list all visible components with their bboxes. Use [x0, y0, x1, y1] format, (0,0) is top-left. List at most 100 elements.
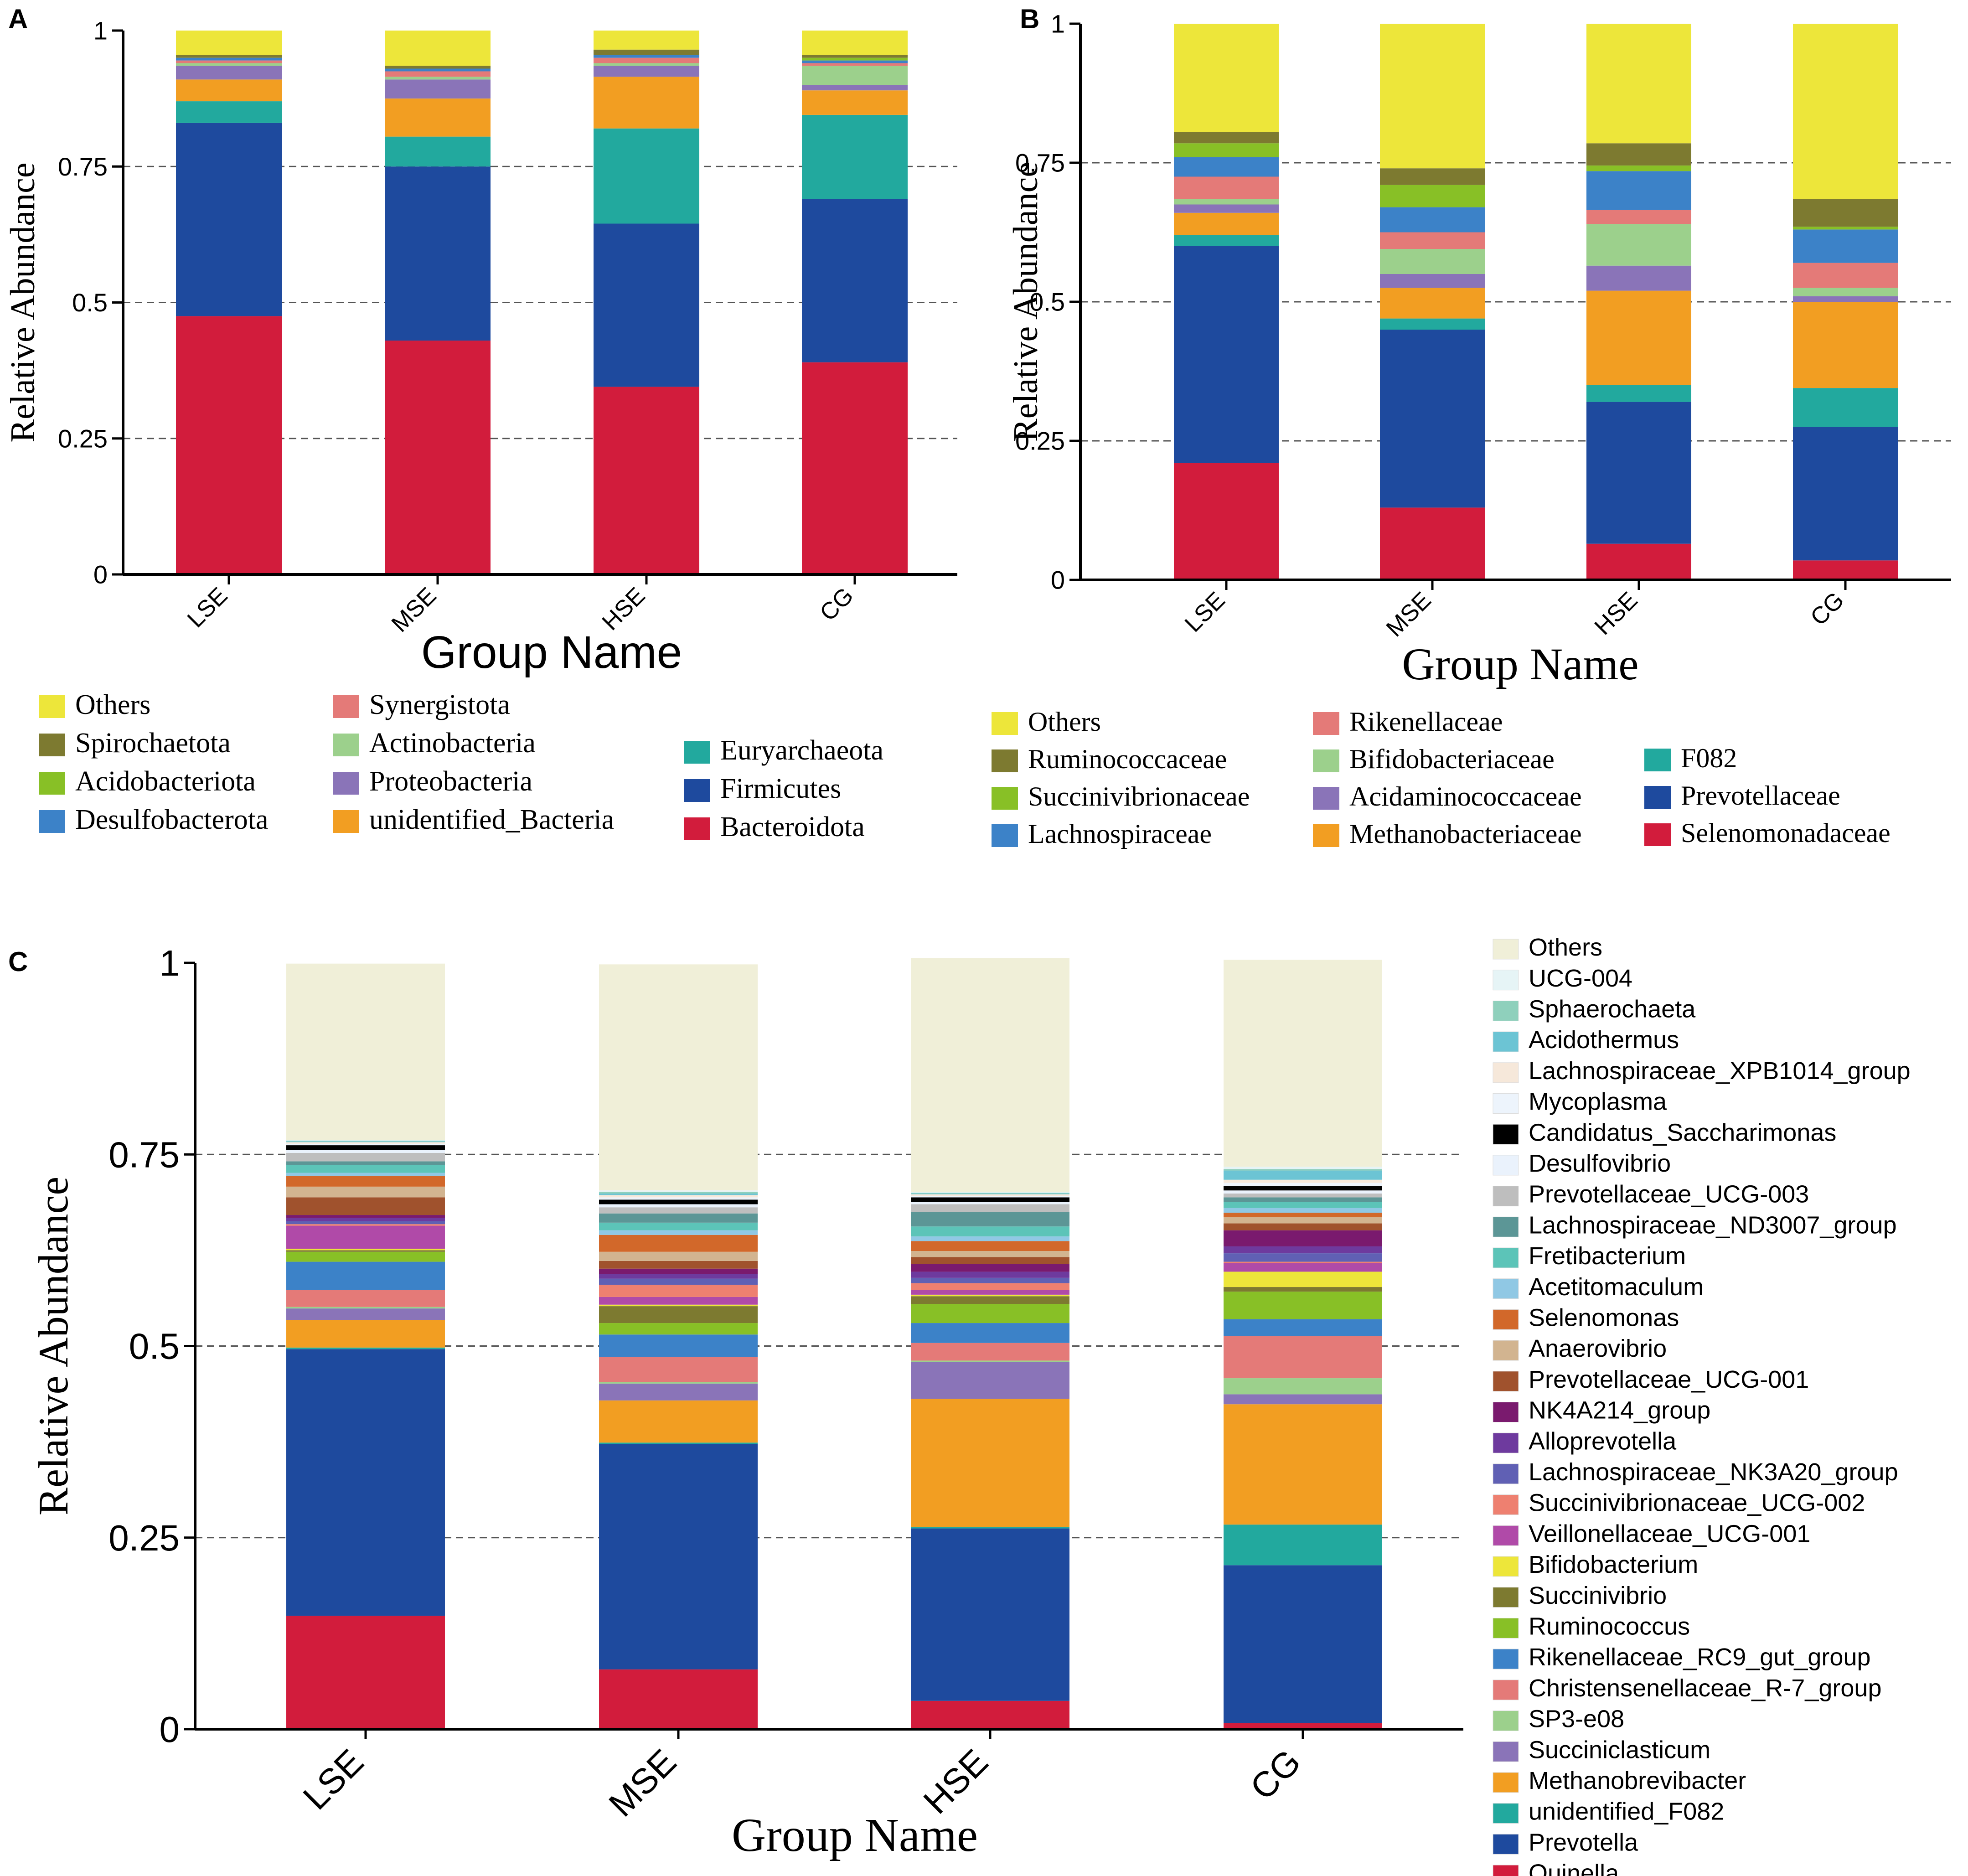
legend-swatch [333, 810, 359, 833]
bar-segment [1380, 232, 1485, 249]
bar-segment [286, 1347, 445, 1349]
bar-segment [911, 1700, 1069, 1729]
legend-swatch [1493, 1093, 1519, 1114]
bar-segment [594, 49, 699, 55]
bar-segment [176, 66, 282, 80]
bar-segment [286, 1616, 445, 1729]
bar-segment [1174, 176, 1279, 199]
y-axis-title: Relative Abundance [4, 162, 42, 442]
bar-segment [599, 1400, 758, 1443]
bar-segment [1224, 1271, 1382, 1287]
bar-segment [1586, 265, 1691, 291]
legend-swatch [1493, 970, 1519, 991]
bar-segment [1224, 1217, 1382, 1224]
bar-segment [594, 31, 699, 50]
bar-segment [1793, 229, 1898, 263]
bar-segment [911, 1196, 1069, 1198]
legend-label: Candidatus_Saccharimonas [1529, 1119, 1836, 1146]
bar-segment [286, 1308, 445, 1320]
bar-segment [1224, 1183, 1382, 1186]
bar-segment [911, 1251, 1069, 1257]
bar-segment [286, 1224, 445, 1226]
legend-swatch [1493, 1124, 1519, 1145]
bar-segment [286, 1225, 445, 1249]
legend-swatch [1493, 1247, 1519, 1268]
y-tick-label: 0.75 [108, 1134, 180, 1175]
bar-segment [1224, 1186, 1382, 1191]
bar-segment [599, 1357, 758, 1382]
legend-swatch [1493, 1340, 1519, 1361]
y-tick-label: 0.25 [58, 424, 108, 453]
bar-segment [1224, 1213, 1382, 1218]
bar-segment [1224, 1197, 1382, 1202]
bar-segment [1174, 463, 1279, 580]
legend-label: Succinivibrionaceae [1028, 781, 1250, 811]
bar-segment [1224, 1723, 1382, 1729]
y-tick-label: 0.5 [1029, 288, 1065, 316]
bar-segment [1174, 157, 1279, 177]
bar-segment [1224, 1170, 1382, 1180]
bar-segment [911, 1197, 1069, 1202]
legend-label: Rikenellaceae [1349, 707, 1503, 737]
legend-label: Succiniclasticum [1529, 1736, 1710, 1763]
legend-swatch [992, 712, 1018, 735]
bar-segment [1380, 207, 1485, 233]
bar-segment [1224, 1378, 1382, 1395]
bar-segment [1224, 1261, 1382, 1263]
bar-segment [1380, 274, 1485, 288]
bar-segment [911, 1194, 1069, 1196]
bar-segment [911, 1236, 1069, 1241]
bar-segment [1380, 288, 1485, 319]
legend-swatch [39, 810, 65, 833]
legend-swatch [1493, 1525, 1519, 1546]
bar-segment [1224, 1525, 1382, 1566]
bar-segment [1793, 302, 1898, 388]
legend-swatch [1493, 1186, 1519, 1207]
legend-label: Bifidobacteriaceae [1349, 744, 1555, 774]
bar-segment [1174, 132, 1279, 144]
y-tick-label: 0.5 [72, 288, 108, 317]
legend-label: Bacteroidota [720, 811, 865, 842]
bar-segment [286, 1140, 445, 1141]
bar-segment [1586, 24, 1691, 144]
bar-segment [599, 1199, 758, 1204]
bar-segment [1586, 143, 1691, 166]
bar-segment [599, 1442, 758, 1444]
y-tick-label: 0 [1051, 566, 1065, 594]
bar-segment [911, 1193, 1069, 1194]
bar-segment [911, 1264, 1069, 1272]
x-tick-label: MSE [1381, 587, 1436, 642]
bar-segment [1174, 199, 1279, 205]
legend-label: Others [1529, 934, 1602, 961]
legend-label: Spirochaetota [75, 728, 231, 759]
x-tick-label: CG [815, 582, 858, 626]
bar-segment [1174, 24, 1279, 132]
bar-segment [911, 1241, 1069, 1251]
bar-segment [599, 1274, 758, 1279]
bar-segment [911, 1257, 1069, 1264]
bar-segment [176, 123, 282, 316]
bar-segment [599, 1323, 758, 1335]
bar-segment [802, 57, 908, 61]
bar-segment [1224, 1263, 1382, 1272]
bar-segment [1793, 296, 1898, 302]
bar-segment [911, 1204, 1069, 1212]
bar-segment [1224, 1246, 1382, 1254]
legend-label: Ruminococcaceae [1028, 744, 1227, 774]
bar-segment [599, 1195, 758, 1198]
bar-segment [599, 1382, 758, 1384]
bar-segment [385, 31, 491, 66]
bar-segment [802, 66, 908, 85]
bar-segment [1224, 1319, 1382, 1336]
legend-swatch [1493, 1402, 1519, 1422]
bar-segment [1224, 1193, 1382, 1198]
legend-swatch [1493, 1031, 1519, 1052]
legend-swatch [1493, 1741, 1519, 1762]
y-tick-label: 0.25 [1015, 427, 1065, 455]
legend-swatch [1493, 1556, 1519, 1577]
bar-segment [911, 1528, 1069, 1701]
bar-segment [1586, 402, 1691, 544]
bar-segment [1586, 290, 1691, 385]
bar-segment [802, 362, 908, 574]
bar-segment [911, 1362, 1069, 1399]
